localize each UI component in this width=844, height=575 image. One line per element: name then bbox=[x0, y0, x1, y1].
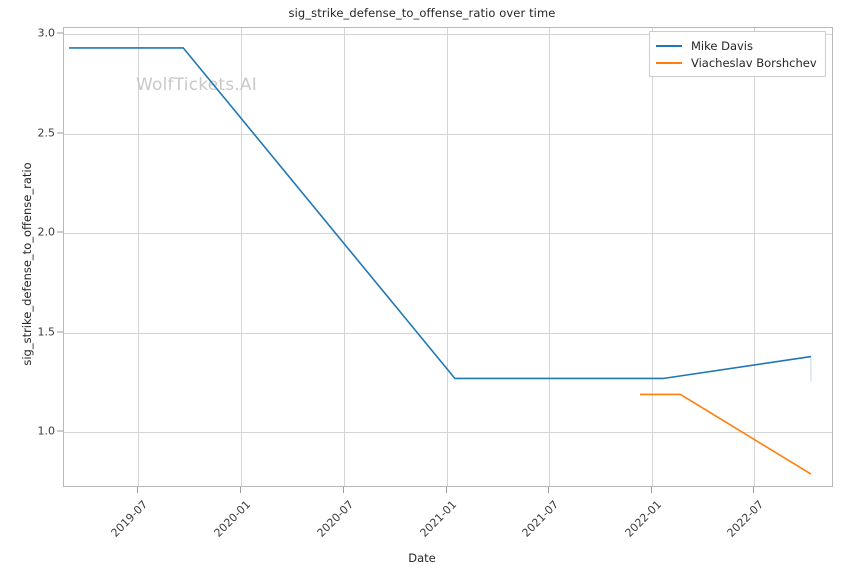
gridline-vertical bbox=[548, 28, 550, 486]
y-tick-label: 3.0 bbox=[37, 26, 56, 40]
plot-area: WolfTickets.AI bbox=[63, 27, 833, 487]
watermark: WolfTickets.AI bbox=[136, 75, 257, 95]
series-line bbox=[639, 393, 812, 475]
x-axis-label: Date bbox=[408, 551, 436, 565]
series-lines bbox=[69, 47, 812, 475]
y-axis-label: sig_strike_defense_to_offense_ratio bbox=[20, 162, 34, 366]
legend-color-swatch bbox=[656, 44, 682, 47]
gridline-vertical bbox=[652, 28, 654, 486]
legend-item[interactable]: Mike Davis bbox=[656, 37, 817, 54]
gridline-vertical bbox=[447, 28, 449, 486]
x-tick-label: 2020-01 bbox=[211, 498, 254, 540]
x-tick-mark bbox=[753, 487, 755, 493]
x-tick-label: 2021-07 bbox=[519, 498, 562, 540]
x-tick-mark bbox=[240, 487, 242, 493]
gridline-vertical bbox=[343, 28, 345, 486]
x-tick-mark bbox=[651, 487, 653, 493]
series-line bbox=[69, 47, 812, 380]
x-tick-label: 2021-01 bbox=[417, 498, 460, 540]
chart-legend: Mike Davis Viacheslav Borshchev bbox=[649, 31, 826, 77]
x-tick-label: 2019-07 bbox=[108, 498, 150, 540]
x-tick-mark bbox=[547, 487, 549, 493]
x-tick-label: 2022-07 bbox=[724, 498, 767, 540]
x-tick-mark bbox=[446, 487, 448, 493]
gridline-vertical bbox=[137, 28, 139, 486]
x-tick-mark bbox=[342, 487, 344, 493]
x-tick-label: 2022-01 bbox=[622, 498, 665, 540]
legend-label: Viacheslav Borshchev bbox=[691, 55, 817, 70]
chart-title: sig_strike_defense_to_offense_ratio over… bbox=[288, 6, 556, 20]
gridline-vertical bbox=[241, 28, 243, 486]
legend-label: Mike Davis bbox=[691, 38, 753, 53]
legend-item[interactable]: Viacheslav Borshchev bbox=[656, 54, 817, 71]
x-tick-mark bbox=[136, 487, 138, 493]
legend-color-swatch bbox=[656, 61, 682, 64]
x-tick-label: 2020-07 bbox=[314, 498, 356, 540]
gridline-vertical bbox=[754, 28, 756, 486]
